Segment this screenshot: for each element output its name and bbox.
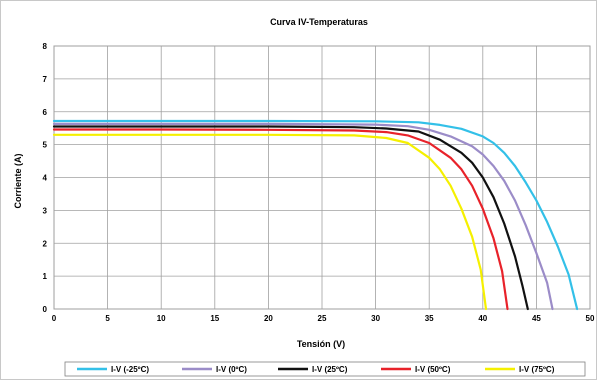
x-tick-label: 20 bbox=[264, 314, 273, 323]
series-line-2 bbox=[52, 125, 529, 311]
chart-title: Curva IV-Temperaturas bbox=[270, 17, 368, 27]
y-tick-label: 4 bbox=[43, 174, 48, 183]
x-tick-label: 0 bbox=[52, 314, 57, 323]
x-axis-ticks: 0 5 10 15 20 25 30 35 40 45 50 bbox=[52, 314, 595, 323]
legend-label-0: I-V (-25ºC) bbox=[111, 365, 149, 374]
y-axis-label: Corriente (A) bbox=[13, 153, 23, 208]
x-tick-label: 15 bbox=[210, 314, 219, 323]
grid-lines bbox=[53, 45, 591, 310]
series-lines bbox=[52, 119, 579, 311]
y-tick-label: 8 bbox=[43, 42, 48, 51]
x-tick-label: 10 bbox=[157, 314, 166, 323]
legend: I-V (-25ºC) I-V (0ºC) I-V (25ºC) I-V (50ºC)… bbox=[64, 361, 586, 377]
y-tick-label: 1 bbox=[43, 272, 48, 281]
series-line-3 bbox=[52, 128, 509, 311]
y-tick-label: 5 bbox=[43, 141, 48, 150]
series-line-1 bbox=[52, 122, 554, 311]
series-line-4 bbox=[52, 133, 488, 311]
x-tick-label: 40 bbox=[478, 314, 487, 323]
legend-label-2: I-V (25ºC) bbox=[312, 365, 348, 374]
legend-label-4: I-V (75ºC) bbox=[519, 365, 555, 374]
x-tick-label: 5 bbox=[105, 314, 110, 323]
y-tick-label: 0 bbox=[43, 305, 48, 314]
x-tick-label: 25 bbox=[318, 314, 327, 323]
x-tick-label: 45 bbox=[532, 314, 541, 323]
x-tick-label: 30 bbox=[371, 314, 380, 323]
x-tick-label: 35 bbox=[425, 314, 434, 323]
y-tick-label: 3 bbox=[43, 206, 48, 215]
legend-box bbox=[64, 361, 586, 377]
y-tick-label: 7 bbox=[43, 75, 48, 84]
y-tick-label: 6 bbox=[43, 108, 48, 117]
y-tick-label: 2 bbox=[43, 239, 48, 248]
y-axis-ticks: 0 1 2 3 4 5 6 7 8 bbox=[43, 42, 48, 314]
x-axis-label: Tensión (V) bbox=[297, 339, 345, 349]
legend-label-1: I-V (0ºC) bbox=[216, 365, 247, 374]
x-tick-label: 50 bbox=[586, 314, 595, 323]
series-line-0 bbox=[52, 119, 579, 311]
legend-label-3: I-V (50ºC) bbox=[415, 365, 451, 374]
